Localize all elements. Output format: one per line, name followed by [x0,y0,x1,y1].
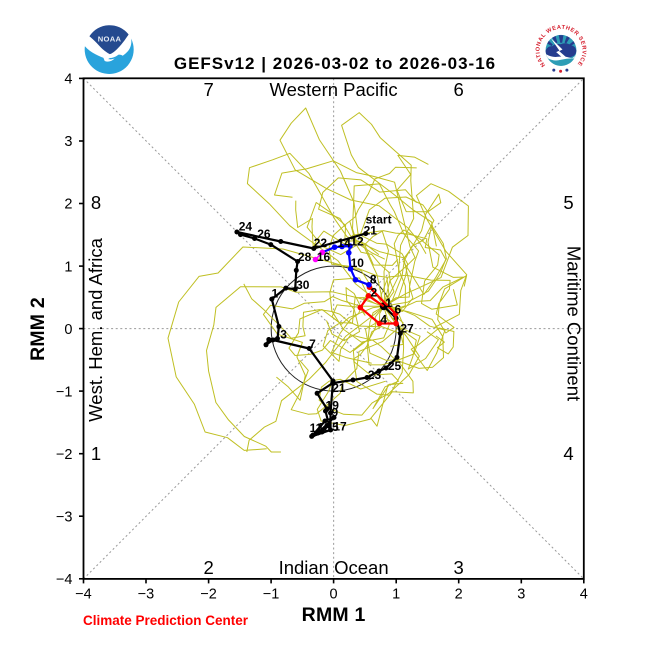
svg-text:3: 3 [280,327,287,341]
svg-text:GEFSv12 | 2026-03-02 to 2026-0: GEFSv12 | 2026-03-02 to 2026-03-16 [174,54,496,73]
svg-text:−3: −3 [138,586,155,602]
svg-text:3: 3 [64,134,72,150]
svg-text:22: 22 [314,236,328,250]
svg-text:1: 1 [385,296,392,310]
svg-text:West. Hem. and Africa: West. Hem. and Africa [85,237,106,421]
svg-text:4: 4 [64,72,72,88]
svg-text:1: 1 [64,259,72,275]
svg-text:start: start [366,213,392,227]
svg-text:−2: −2 [56,447,73,463]
svg-text:4: 4 [580,586,588,602]
svg-text:9: 9 [331,406,338,420]
svg-text:4: 4 [380,313,387,327]
svg-text:13: 13 [317,421,331,435]
svg-text:6: 6 [454,79,464,100]
svg-text:2: 2 [64,197,72,213]
svg-text:25: 25 [388,359,402,373]
svg-text:30: 30 [296,278,310,292]
svg-text:2: 2 [203,557,213,578]
svg-text:3: 3 [454,557,464,578]
svg-text:−1: −1 [56,384,73,400]
svg-text:−4: −4 [56,572,73,588]
svg-text:−3: −3 [56,509,73,525]
svg-text:Climate Prediction Center: Climate Prediction Center [83,613,249,628]
svg-text:Indian Ocean: Indian Ocean [279,557,389,578]
svg-text:27: 27 [400,322,414,336]
svg-text:14: 14 [337,236,351,250]
svg-text:19: 19 [326,399,340,413]
svg-text:RMM 1: RMM 1 [302,604,366,626]
svg-text:7: 7 [203,79,213,100]
svg-text:−4: −4 [75,586,92,602]
svg-text:3: 3 [517,586,525,602]
svg-text:8: 8 [370,273,377,287]
svg-text:23: 23 [368,368,382,382]
svg-text:11: 11 [310,421,323,435]
svg-text:−2: −2 [200,586,217,602]
svg-text:8: 8 [91,192,101,213]
svg-text:10: 10 [351,256,365,270]
svg-text:RMM 2: RMM 2 [27,297,49,361]
svg-text:NOAA: NOAA [98,34,122,43]
svg-text:6: 6 [394,303,401,317]
svg-text:16: 16 [317,250,331,264]
svg-text:21: 21 [332,381,346,395]
svg-text:1: 1 [392,586,400,602]
svg-text:2: 2 [455,586,463,602]
svg-text:Maritime Continent: Maritime Continent [564,246,585,401]
svg-text:28: 28 [298,250,312,264]
svg-text:26: 26 [257,227,271,241]
svg-text:12: 12 [350,235,364,249]
svg-text:7: 7 [309,337,316,351]
svg-text:2: 2 [370,286,377,300]
svg-text:Western Pacific: Western Pacific [270,79,398,100]
svg-text:21: 21 [364,223,378,237]
svg-text:1: 1 [91,443,101,464]
svg-text:1: 1 [272,286,279,300]
svg-text:−1: −1 [263,586,280,602]
svg-text:15: 15 [325,420,339,434]
svg-text:24: 24 [239,220,253,234]
svg-text:4: 4 [563,443,573,464]
svg-text:17: 17 [333,420,347,434]
svg-text:0: 0 [330,586,338,602]
svg-text:5: 5 [563,192,573,213]
svg-text:0: 0 [64,322,72,338]
